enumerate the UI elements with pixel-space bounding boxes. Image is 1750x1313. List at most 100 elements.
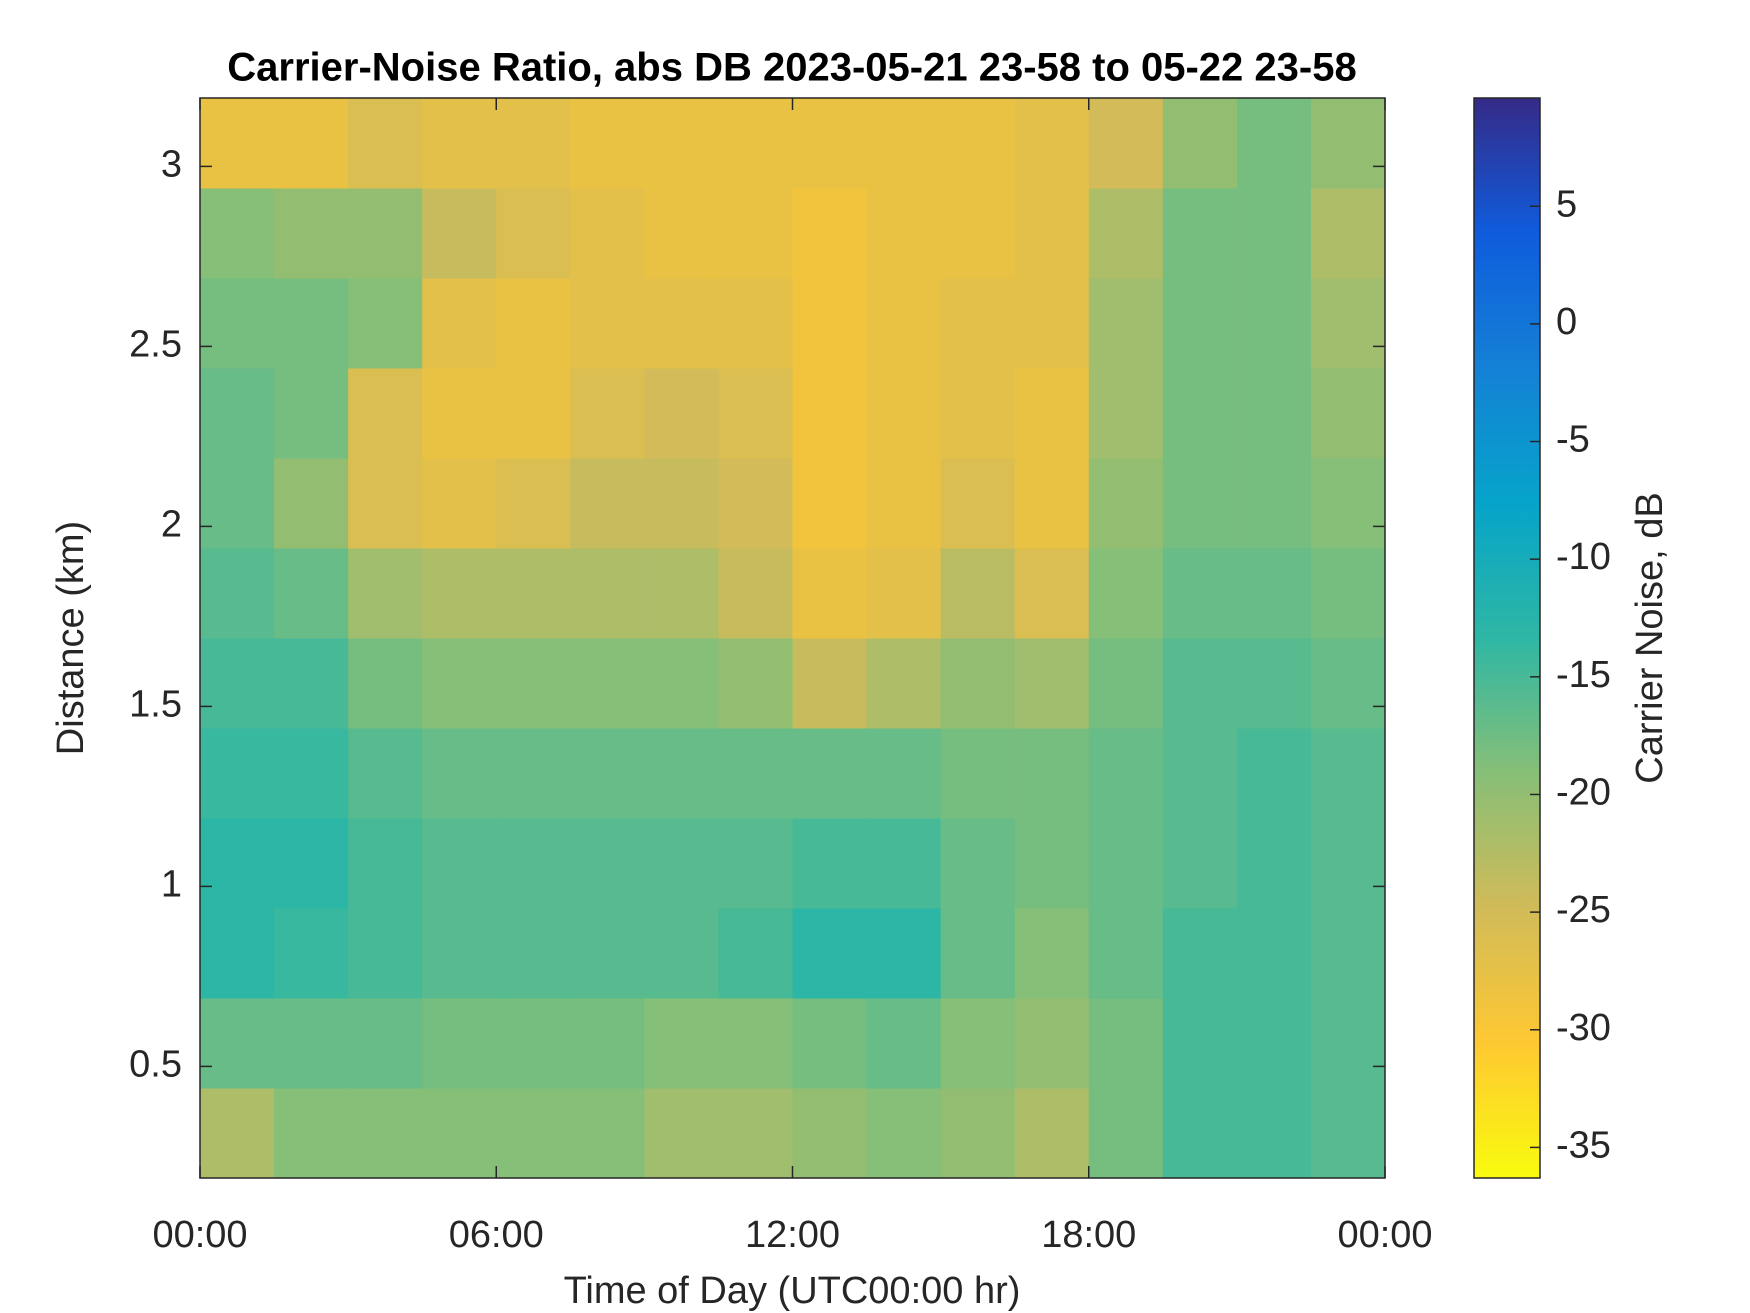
heatmap-cell — [1014, 188, 1090, 279]
heatmap-cell — [200, 998, 275, 1089]
heatmap-cell — [1088, 98, 1164, 189]
heatmap-cell — [570, 1088, 645, 1179]
heatmap-cell — [866, 1088, 942, 1179]
heatmap-cell — [940, 638, 1016, 729]
heatmap-cell — [200, 548, 275, 639]
heatmap-cell — [422, 998, 497, 1089]
heatmap-cell — [940, 818, 1016, 909]
heatmap-cell — [792, 728, 868, 819]
heatmap-cell — [200, 1088, 275, 1179]
heatmap-cell — [570, 98, 645, 189]
heatmap-cell — [1162, 728, 1238, 819]
heatmap-cell — [422, 548, 497, 639]
heatmap-cell — [1162, 368, 1238, 459]
heatmap-cell — [1088, 1088, 1164, 1179]
heatmap-cell — [422, 98, 497, 189]
heatmap-cell — [348, 818, 423, 909]
heatmap-cell — [792, 368, 868, 459]
x-tick-label: 06:00 — [449, 1214, 544, 1256]
x-tick-label: 12:00 — [745, 1214, 840, 1256]
heatmap-cell — [1310, 638, 1386, 729]
heatmap-cell — [1236, 188, 1312, 279]
heatmap-cell — [422, 1088, 497, 1179]
heatmap-cell — [644, 368, 719, 459]
heatmap-cell — [1014, 1088, 1090, 1179]
heatmap-cell — [274, 908, 349, 999]
heatmap-cell — [1088, 278, 1164, 369]
heatmap-cell — [570, 908, 645, 999]
heatmap-cell — [792, 278, 868, 369]
heatmap-cell — [422, 368, 497, 459]
heatmap-cell — [866, 548, 942, 639]
heatmap-cell — [866, 908, 942, 999]
heatmap-cell — [792, 908, 868, 999]
heatmap-cell — [940, 728, 1016, 819]
heatmap-cell — [348, 98, 423, 189]
heatmap-cell — [718, 638, 793, 729]
heatmap-cell — [1310, 908, 1386, 999]
colorbar-tick-label: -15 — [1556, 654, 1611, 696]
heatmap-cell — [866, 818, 942, 909]
colorbar-tick-label: -30 — [1556, 1007, 1611, 1049]
heatmap-cell — [718, 278, 793, 369]
heatmap-cell — [718, 728, 793, 819]
heatmap-cell — [348, 638, 423, 729]
heatmap-cell — [940, 998, 1016, 1089]
heatmap-cell — [1088, 458, 1164, 549]
heatmap-cell — [1236, 1088, 1312, 1179]
heatmap-cell — [570, 818, 645, 909]
heatmap-cell — [422, 458, 497, 549]
heatmap-cell — [1162, 908, 1238, 999]
heatmap-cell — [1088, 908, 1164, 999]
heatmap-cell — [496, 278, 571, 369]
heatmap-cell — [496, 1088, 571, 1179]
heatmap-cell — [496, 458, 571, 549]
heatmap-cell — [792, 188, 868, 279]
heatmap-cell — [1088, 548, 1164, 639]
heatmap-cell — [1236, 998, 1312, 1089]
heatmap-cell — [866, 998, 942, 1089]
heatmap-cell — [1014, 638, 1090, 729]
heatmap-cell — [1236, 98, 1312, 189]
heatmap-cell — [496, 728, 571, 819]
heatmap-cell — [1162, 1088, 1238, 1179]
heatmap-cell — [1310, 278, 1386, 369]
heatmap-cell — [1310, 188, 1386, 279]
chart-title: Carrier-Noise Ratio, abs DB 2023-05-21 2… — [227, 46, 1356, 90]
heatmap-cell — [422, 818, 497, 909]
x-tick-label: 00:00 — [152, 1214, 247, 1256]
heatmap-cell — [200, 458, 275, 549]
heatmap-cell — [718, 818, 793, 909]
heatmap-cell — [1014, 278, 1090, 369]
colorbar-tick-label: -5 — [1556, 419, 1590, 461]
heatmap-cell — [1310, 728, 1386, 819]
heatmap-cell — [200, 368, 275, 459]
heatmap-cell — [348, 1088, 423, 1179]
heatmap-cell — [348, 998, 423, 1089]
heatmap-cell — [644, 908, 719, 999]
colorbar-tick-label: -35 — [1556, 1124, 1611, 1166]
heatmap-cell — [274, 458, 349, 549]
colorbar-label: Carrier Noise, dB — [1629, 492, 1671, 783]
heatmap-cell — [644, 548, 719, 639]
colorbar — [1473, 97, 1541, 1179]
heatmap-cell — [1236, 548, 1312, 639]
heatmap-cell — [1014, 728, 1090, 819]
heatmap-cell — [1088, 728, 1164, 819]
colorbar-tick-label: -25 — [1556, 889, 1611, 931]
colorbar-tick-label: -10 — [1556, 536, 1611, 578]
heatmap-cell — [422, 728, 497, 819]
heatmap-cell — [718, 998, 793, 1089]
heatmap-cell — [1236, 818, 1312, 909]
heatmap-cell — [348, 548, 423, 639]
heatmap-cell — [1310, 548, 1386, 639]
heatmap-cell — [570, 548, 645, 639]
heatmap-cell — [940, 368, 1016, 459]
heatmap-cell — [1310, 818, 1386, 909]
heatmap-cell — [496, 548, 571, 639]
heatmap-cell — [940, 458, 1016, 549]
y-tick-label: 1 — [161, 863, 182, 905]
heatmap-cell — [422, 908, 497, 999]
heatmap-cell — [792, 1088, 868, 1179]
